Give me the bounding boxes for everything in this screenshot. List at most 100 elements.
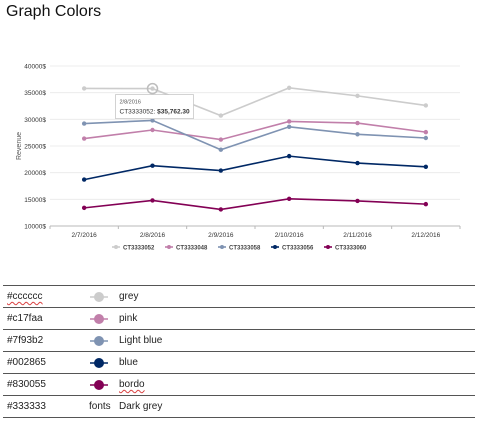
data-point[interactable] [423,135,429,141]
x-tick-label: 2/8/2016 [140,232,166,239]
legend-item-ct3333052[interactable]: CT3333052 [112,245,155,252]
data-point[interactable] [355,132,360,137]
hex-code: #c17faa [7,313,43,324]
data-point[interactable] [355,93,360,99]
y-tick-label: 35000$ [24,90,46,97]
color-name: Dark grey [119,401,163,412]
color-swatch [90,379,108,390]
y-tick-label: 10000$ [24,224,46,231]
hex-code: #333333 [7,401,46,412]
tooltip-date: 2/8/2016 [120,100,141,106]
data-point[interactable] [423,164,429,169]
tooltip-value-line: CT3333052: $35,762.30 [120,109,191,116]
data-point[interactable] [423,201,429,207]
hex-code: #830055 [7,379,46,390]
y-axis: 10000$ 15000$ 20000$ 25000$ 30000$ 35000$ 4000… [24,64,46,231]
y-tick-label: 30000$ [24,117,46,124]
data-point[interactable] [150,86,155,91]
data-point[interactable] [286,85,292,91]
y-tick-label: 20000$ [24,170,46,177]
x-tick-label: 2/10/2016 [275,232,304,239]
data-point[interactable] [286,153,292,159]
tooltip-box [115,94,194,120]
legend-item-ct3333048[interactable]: CT3333048 [165,245,208,252]
series-line[interactable] [84,87,426,117]
series-ct3333048[interactable] [81,119,429,142]
color-table-row: #c17faa pink [3,307,475,330]
legend-marker [273,245,277,249]
x-tick-label: 2/9/2016 [208,232,234,239]
color-swatch [90,313,108,324]
data-point[interactable] [218,137,224,142]
usage-label: fonts [89,401,111,412]
legend-marker [167,245,171,249]
color-table-row: #cccccc grey [3,285,475,308]
data-point[interactable] [286,196,292,201]
color-table-row: #333333 fonts Dark grey [3,395,475,418]
chart-tooltip: 2/8/2016 CT3333052: $35,762.30 [115,82,194,120]
legend-marker [326,245,330,249]
data-point[interactable] [150,118,155,123]
hex-code: #002865 [7,357,46,368]
hex-code: #7f93b2 [7,335,44,346]
data-point[interactable] [286,119,292,124]
color-swatch [90,291,108,302]
data-point[interactable] [150,127,155,133]
y-tick-label: 40000$ [24,64,46,71]
legend-label: CT3333052 [123,246,155,252]
series-ct3333056[interactable] [81,153,429,182]
legend-label: CT3333048 [176,246,208,252]
x-tick-label: 2/12/2016 [411,232,440,239]
data-point[interactable] [81,205,87,211]
data-point[interactable] [81,177,87,182]
y-tick-label: 15000$ [24,197,46,204]
series-line[interactable] [84,197,426,211]
data-point[interactable] [286,124,292,129]
color-name: bordo [119,379,145,390]
chart-legend: CT3333052 CT3333048 CT3333058 CT3333056 CT33… [112,245,367,252]
data-point[interactable] [423,103,429,108]
color-swatch [90,357,108,368]
data-point[interactable] [423,129,429,135]
legend-item-ct3333060[interactable]: CT3333060 [324,245,367,252]
legend-label: CT3333060 [335,246,367,252]
legend-item-ct3333056[interactable]: CT3333056 [271,245,314,252]
legend-item-ct3333058[interactable]: CT3333058 [218,245,261,252]
chart-grid [50,65,460,227]
x-tick-label: 2/11/2016 [343,232,372,239]
page-title: Graph Colors [6,3,102,20]
series-ct3333052[interactable] [81,85,429,118]
data-point[interactable] [81,121,87,126]
y-tick-label: 25000$ [24,144,46,151]
data-point[interactable] [218,113,224,118]
series-ct3333060[interactable] [81,196,429,212]
series-line[interactable] [84,120,426,141]
legend-marker [220,245,224,249]
data-point[interactable] [355,198,360,204]
color-name: grey [119,291,139,302]
series-line[interactable] [84,119,426,151]
color-table: #cccccc grey #c17faa pink #7f93b2 Light blue #… [3,285,475,418]
data-point[interactable] [81,86,87,91]
series-ct3333058[interactable] [81,118,429,152]
color-name: Light blue [119,335,163,346]
data-point[interactable] [355,120,360,126]
color-name: blue [119,357,138,368]
data-point[interactable] [81,136,87,141]
data-point[interactable] [150,198,155,203]
color-table-row: #830055 bordo [3,373,475,396]
series-line[interactable] [84,155,426,181]
color-name: pink [119,313,138,324]
data-point[interactable] [218,147,224,152]
hex-code: #cccccc [7,291,43,302]
data-point[interactable] [150,163,155,168]
data-point[interactable] [218,207,224,212]
chart-series [81,85,429,212]
data-point[interactable] [218,168,224,173]
tooltip-value: $35,762.30 [157,109,190,116]
tooltip-series: CT3333052 [120,109,154,116]
color-swatch [90,335,108,346]
revenue-line-chart: 10000$ 15000$ 20000$ 25000$ 30000$ 35000$ 4000… [16,64,461,252]
legend-label: CT3333056 [282,246,314,252]
data-point[interactable] [355,160,360,166]
